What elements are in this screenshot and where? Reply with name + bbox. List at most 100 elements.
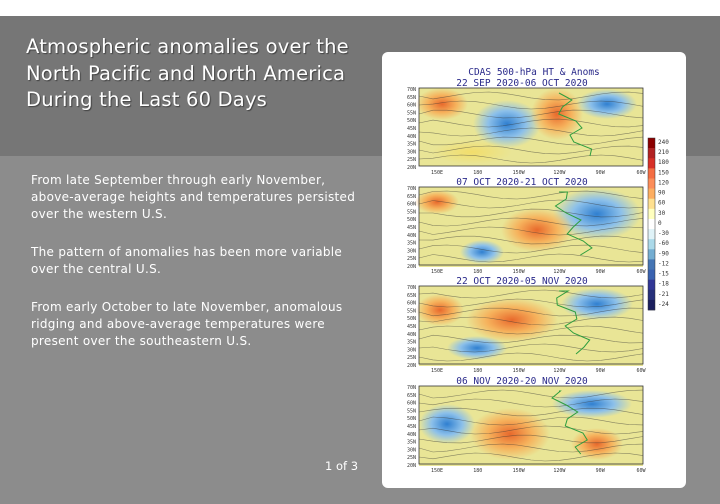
anomaly-figure: CDAS 500-hPa HT & Anoms 22 SEP 2020-06 O… [382, 52, 686, 488]
coastline [554, 191, 593, 256]
lat-tick-label: 65N [407, 393, 416, 399]
colorbar-swatch [648, 289, 655, 301]
contour-line [418, 154, 644, 164]
lat-tick-label: 25N [407, 256, 416, 262]
lon-tick-label: 90W [596, 368, 606, 374]
contour-line [418, 100, 644, 110]
lat-tick-label: 70N [407, 385, 416, 391]
lat-tick-label: 40N [407, 432, 416, 438]
contour-line [418, 307, 644, 317]
contour-line [418, 425, 644, 435]
lat-tick-label: 25N [407, 455, 416, 461]
lon-tick-label: 150W [513, 170, 526, 176]
lat-tick-label: 65N [407, 293, 416, 299]
contour-line [418, 253, 644, 263]
colorbar-swatch [648, 138, 655, 149]
contour-line [418, 325, 644, 335]
colorbar-swatch [648, 239, 655, 250]
lon-tick-label: 150E [431, 170, 443, 176]
panel-3-anom-warm-b [416, 294, 464, 326]
lon-tick-label: 90W [596, 170, 606, 176]
colorbar-label: 90 [658, 190, 666, 197]
bullet-list: From late September through early Novemb… [31, 172, 366, 371]
contour-line [418, 217, 644, 227]
lat-tick-label: 65N [407, 194, 416, 200]
panel-2-anom-warm-a [501, 208, 573, 252]
lat-tick-label: 70N [407, 285, 416, 291]
contour-line [418, 190, 644, 200]
panel-1-anom-cold-a [473, 100, 541, 148]
colorbar-swatch [648, 208, 655, 220]
contour-line [418, 145, 644, 155]
page-indicator: 1 of 3 [325, 459, 359, 473]
slide-title: Atmospheric anomalies over the North Pac… [26, 35, 349, 111]
contour-line [419, 208, 644, 218]
panel-frame [418, 285, 644, 365]
lat-tick-label: 55N [407, 110, 416, 116]
panel-1-anom-warm-a [416, 88, 468, 120]
lon-tick-label: 150W [513, 368, 526, 374]
colorbar-swatch [648, 188, 655, 200]
lat-tick-label: 70N [407, 87, 416, 93]
lat-tick-label: 35N [407, 440, 416, 446]
colorbar-swatch [648, 229, 655, 240]
colorbar-label: -12 [658, 260, 669, 267]
contour-line [418, 298, 644, 308]
bullet-central-us: The pattern of anomalies has been more v… [31, 245, 343, 276]
colorbar-swatch [648, 269, 655, 280]
contour-line [418, 289, 644, 299]
lat-tick-label: 45N [407, 424, 416, 430]
figure-header-line1: CDAS 500-hPa HT & Anoms [468, 67, 600, 78]
lat-tick-label: 35N [407, 241, 416, 247]
panel-3-anom-warm-a [466, 298, 558, 342]
colorbar-label: 0 [658, 220, 662, 227]
colorbar-label: 180 [658, 159, 669, 166]
lat-tick-label: 45N [407, 126, 416, 132]
lon-tick-label: 150W [513, 468, 526, 474]
panel-1-period: 22 SEP 2020-06 OCT 2020 [456, 78, 588, 89]
colorbar-label: -21 [658, 291, 669, 298]
lon-tick-label: 60W [636, 170, 646, 176]
lat-tick-label: 20N [407, 165, 416, 171]
panel-frame [418, 385, 644, 465]
lat-tick-label: 60N [407, 202, 416, 208]
panel-frame [418, 186, 644, 266]
contour-line [418, 334, 644, 344]
panel-4-anom-cold-b [552, 390, 632, 418]
contour-line [418, 316, 644, 326]
lat-tick-label: 65N [407, 95, 416, 101]
colorbar-label: -30 [658, 230, 669, 237]
lat-tick-label: 55N [407, 408, 416, 414]
lat-tick-label: 60N [407, 301, 416, 307]
lat-tick-label: 25N [407, 157, 416, 163]
contour-line [418, 235, 644, 245]
lon-tick-label: 180 [473, 468, 482, 474]
lon-tick-label: 120W [553, 468, 566, 474]
colorbar-swatch [648, 168, 655, 179]
lon-tick-label: 150W [513, 269, 526, 275]
colorbar-swatch [648, 299, 655, 311]
lat-tick-label: 60N [407, 103, 416, 109]
lat-tick-label: 45N [407, 225, 416, 231]
colorbar-swatch [648, 259, 655, 270]
lat-tick-label: 50N [407, 118, 416, 124]
contour-line [418, 244, 644, 254]
lat-tick-label: 55N [407, 209, 416, 215]
panel-4-period: 06 NOV 2020-20 NOV 2020 [456, 376, 588, 387]
colorbar-swatch [648, 218, 655, 230]
panel-2-anom-warm-b [415, 190, 459, 214]
panel-2-period: 07 OCT 2020-21 OCT 2020 [456, 177, 588, 188]
lat-tick-label: 20N [407, 463, 416, 469]
panel-1: 22 SEP 2020-06 OCT 2020 [416, 78, 643, 166]
contour-line [418, 343, 644, 353]
contour-line [418, 199, 644, 209]
lat-tick-label: 20N [407, 363, 416, 369]
lat-tick-label: 25N [407, 355, 416, 361]
lon-tick-label: 180 [473, 269, 482, 275]
panel-3-anom-cold-a [561, 288, 633, 320]
lat-tick-label: 30N [407, 248, 416, 254]
colorbar-label: 120 [658, 179, 669, 186]
contour-line [418, 127, 644, 137]
lat-tick-label: 45N [407, 324, 416, 330]
